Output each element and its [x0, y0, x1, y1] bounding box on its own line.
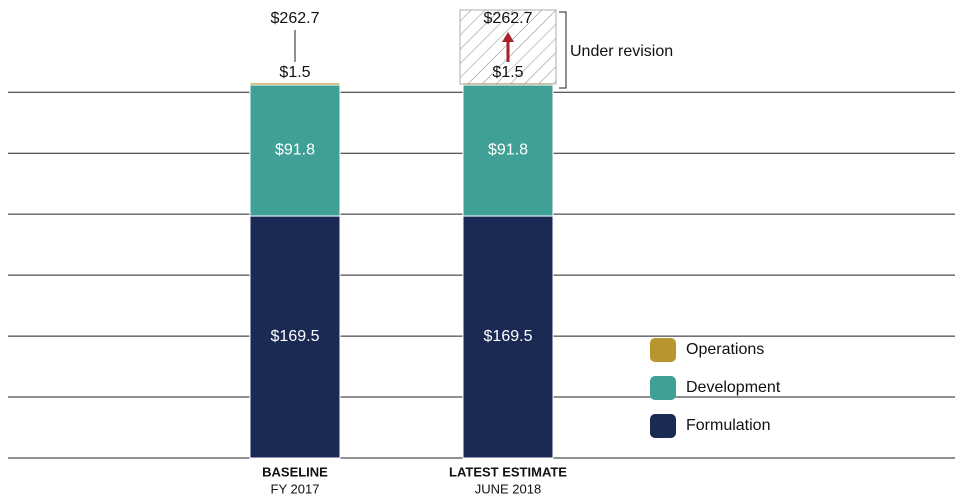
value-label: $169.5: [484, 328, 533, 345]
x-tick-sublabel: FY 2017: [271, 481, 320, 496]
bar-segment: [462, 215, 554, 459]
bar-segment: [249, 84, 341, 217]
revision-bracket: [559, 11, 567, 89]
total-label: $262.7: [484, 10, 533, 27]
legend-swatch: [650, 414, 676, 438]
legend-label: Operations: [686, 341, 764, 358]
legend-label: Formulation: [686, 417, 770, 434]
bar-segment: [249, 215, 341, 459]
x-tick-sublabel: JUNE 2018: [475, 481, 541, 496]
bar-segment: [249, 82, 341, 86]
value-label: $91.8: [275, 142, 315, 159]
total-label: $262.7: [271, 10, 320, 27]
legend-swatch: [650, 338, 676, 362]
revision-arrowhead: [502, 32, 514, 42]
x-tick-label: BASELINE: [262, 464, 328, 479]
x-tick-label: LATEST ESTIMATE: [449, 464, 567, 479]
value-label: $1.5: [492, 64, 523, 81]
value-label: $91.8: [488, 142, 528, 159]
bar-segment: [462, 84, 554, 217]
value-label: $1.5: [279, 64, 310, 81]
bars: [249, 82, 554, 459]
value-label: $169.5: [271, 328, 320, 345]
legend-label: Development: [686, 379, 781, 396]
legend-swatch: [650, 376, 676, 400]
annotation: Under revision: [570, 43, 673, 60]
